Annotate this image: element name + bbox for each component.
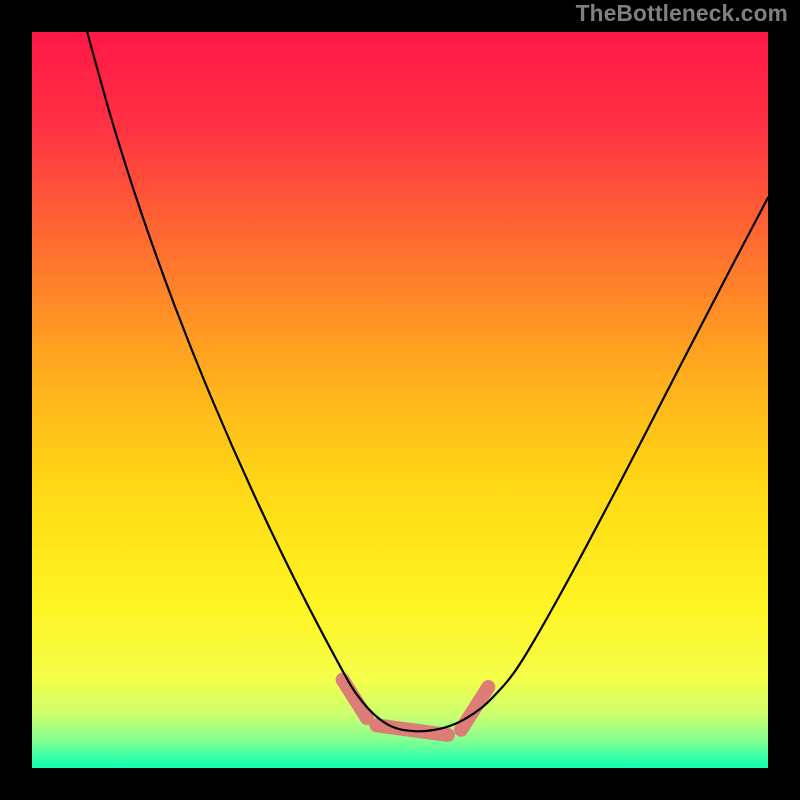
plot-area: [32, 32, 768, 768]
bottom-band: [343, 680, 489, 735]
watermark-text: TheBottleneck.com: [576, 0, 788, 27]
chart-stage: TheBottleneck.com: [0, 0, 800, 800]
curve-layer: [32, 32, 768, 768]
bottleneck-curve: [87, 32, 768, 731]
